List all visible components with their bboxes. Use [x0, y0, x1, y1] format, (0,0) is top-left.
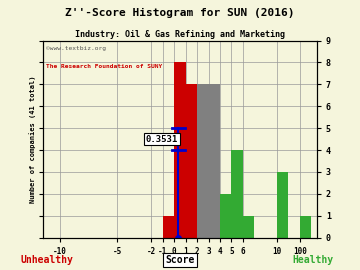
Bar: [220, 194, 231, 238]
Bar: [186, 84, 197, 238]
Bar: [174, 62, 186, 238]
Bar: [163, 216, 174, 238]
Text: Industry: Oil & Gas Refining and Marketing: Industry: Oil & Gas Refining and Marketi…: [75, 30, 285, 39]
Text: ©www.textbiz.org: ©www.textbiz.org: [46, 46, 106, 51]
Text: Score: Score: [165, 255, 195, 265]
Bar: [243, 216, 254, 238]
Text: The Research Foundation of SUNY: The Research Foundation of SUNY: [46, 64, 162, 69]
Text: Healthy: Healthy: [293, 255, 334, 265]
Bar: [231, 150, 243, 238]
Y-axis label: Number of companies (41 total): Number of companies (41 total): [30, 75, 36, 203]
Bar: [197, 84, 208, 238]
Bar: [208, 84, 220, 238]
Text: 0.3531: 0.3531: [145, 134, 178, 144]
Bar: [277, 172, 288, 238]
Text: Z''-Score Histogram for SUN (2016): Z''-Score Histogram for SUN (2016): [65, 8, 295, 18]
Text: Unhealthy: Unhealthy: [21, 255, 73, 265]
Bar: [300, 216, 311, 238]
